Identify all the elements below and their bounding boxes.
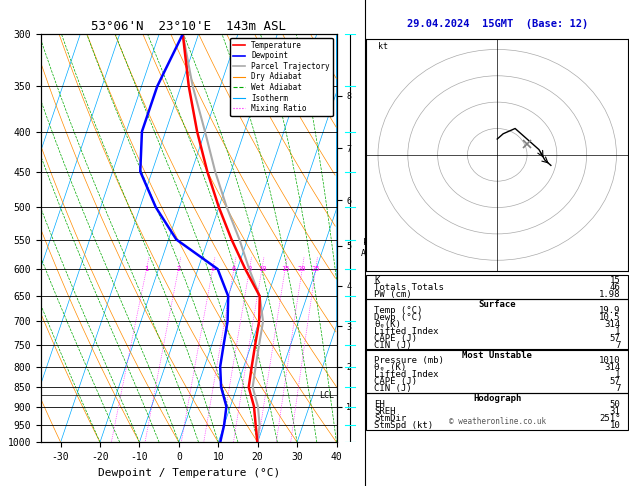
Text: 1: 1 xyxy=(145,266,148,272)
Text: Surface: Surface xyxy=(479,300,516,309)
Y-axis label: hPa: hPa xyxy=(0,228,2,248)
Text: Totals Totals: Totals Totals xyxy=(374,283,444,292)
Text: CIN (J): CIN (J) xyxy=(374,384,411,393)
Text: EH: EH xyxy=(374,400,385,409)
Text: 57: 57 xyxy=(610,334,620,343)
Text: 10: 10 xyxy=(258,266,266,272)
Text: StmSpd (kt): StmSpd (kt) xyxy=(374,421,433,430)
Text: 1.98: 1.98 xyxy=(599,290,620,299)
Text: 251°: 251° xyxy=(599,414,620,423)
Text: 1010: 1010 xyxy=(599,356,620,365)
Text: LCL: LCL xyxy=(320,391,335,399)
Text: PW (cm): PW (cm) xyxy=(374,290,411,299)
Text: 7: 7 xyxy=(615,341,620,350)
Text: 314: 314 xyxy=(604,364,620,372)
Text: 1: 1 xyxy=(615,370,620,380)
Legend: Temperature, Dewpoint, Parcel Trajectory, Dry Adiabat, Wet Adiabat, Isotherm, Mi: Temperature, Dewpoint, Parcel Trajectory… xyxy=(230,38,333,116)
Text: SREH: SREH xyxy=(374,407,396,416)
Text: 31: 31 xyxy=(610,407,620,416)
Text: 46: 46 xyxy=(610,283,620,292)
X-axis label: Dewpoint / Temperature (°C): Dewpoint / Temperature (°C) xyxy=(97,468,280,478)
Text: 2: 2 xyxy=(176,266,181,272)
Text: 15: 15 xyxy=(610,277,620,285)
Text: 10.5: 10.5 xyxy=(599,313,620,322)
Text: θₑ(K): θₑ(K) xyxy=(374,320,401,329)
Text: Temp (°C): Temp (°C) xyxy=(374,306,422,315)
Text: 15: 15 xyxy=(281,266,289,272)
Text: 314: 314 xyxy=(604,320,620,329)
Text: Lifted Index: Lifted Index xyxy=(374,370,438,380)
Text: CAPE (J): CAPE (J) xyxy=(374,377,417,386)
Text: kt: kt xyxy=(378,42,388,52)
Text: Most Unstable: Most Unstable xyxy=(462,350,532,360)
Text: Lifted Index: Lifted Index xyxy=(374,327,438,336)
Text: θₑ (K): θₑ (K) xyxy=(374,364,406,372)
Text: 1: 1 xyxy=(615,327,620,336)
Bar xyxy=(366,275,628,299)
Text: K: K xyxy=(374,277,379,285)
Bar xyxy=(366,349,628,393)
Text: 8: 8 xyxy=(247,266,252,272)
Text: © weatheronline.co.uk: © weatheronline.co.uk xyxy=(448,417,546,426)
Bar xyxy=(366,299,628,350)
Text: 20: 20 xyxy=(298,266,306,272)
Text: 6: 6 xyxy=(231,266,236,272)
Y-axis label: km
ASL: km ASL xyxy=(360,238,376,258)
Text: CIN (J): CIN (J) xyxy=(374,341,411,350)
Text: StmDir: StmDir xyxy=(374,414,406,423)
Text: 4: 4 xyxy=(211,266,215,272)
Text: Dewp (°C): Dewp (°C) xyxy=(374,313,422,322)
Text: 29.04.2024  15GMT  (Base: 12): 29.04.2024 15GMT (Base: 12) xyxy=(406,19,588,30)
Bar xyxy=(366,393,628,430)
Text: 19.9: 19.9 xyxy=(599,306,620,315)
Title: 53°06'N  23°10'E  143m ASL: 53°06'N 23°10'E 143m ASL xyxy=(91,20,286,33)
Text: Hodograph: Hodograph xyxy=(473,394,521,403)
Text: 50: 50 xyxy=(610,400,620,409)
Text: 25: 25 xyxy=(311,266,320,272)
Text: 7: 7 xyxy=(615,384,620,393)
Text: 57: 57 xyxy=(610,377,620,386)
Text: CAPE (J): CAPE (J) xyxy=(374,334,417,343)
Text: 10: 10 xyxy=(610,421,620,430)
Text: Pressure (mb): Pressure (mb) xyxy=(374,356,444,365)
